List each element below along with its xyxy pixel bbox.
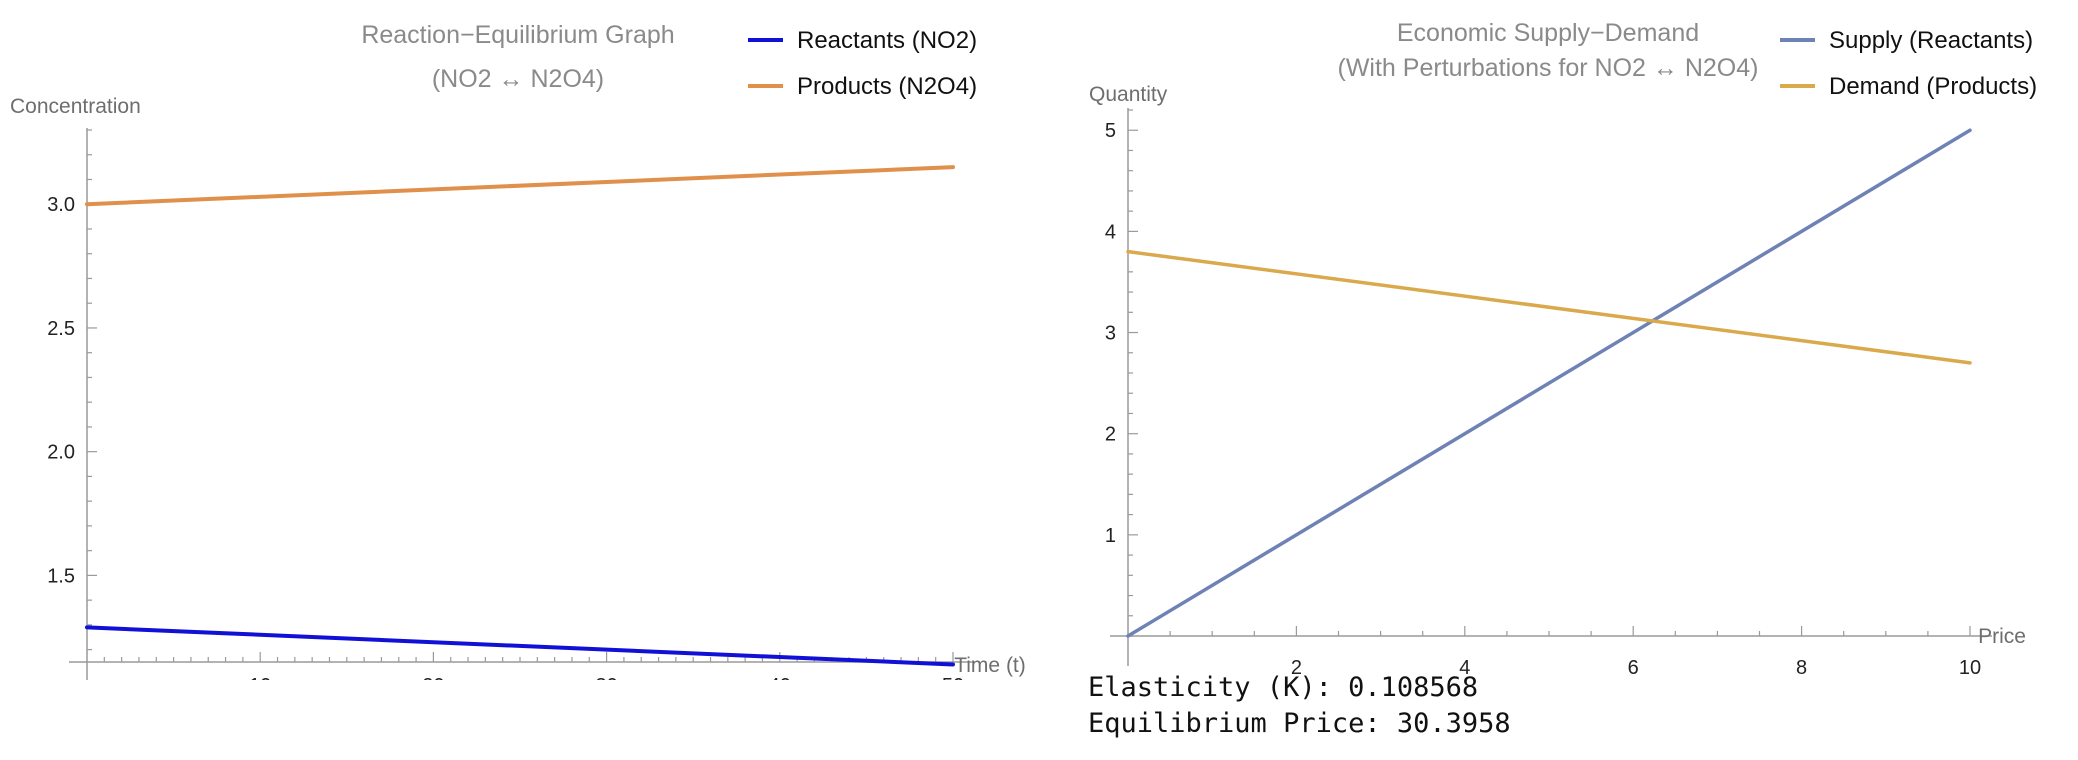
- elasticity-output: Elasticity (K): 0.108568: [1088, 672, 1479, 703]
- charts-canvas: 10203040501.52.02.53.0Reaction−Equilibri…: [10, 19, 2037, 697]
- legend-label-2: Products (N2O4): [797, 73, 977, 100]
- series-line-1: [1126, 128, 1972, 638]
- series-line-2: [1126, 249, 1972, 365]
- y-tick-label: 4: [1105, 221, 1116, 243]
- y-tick-label: 3.0: [47, 194, 75, 216]
- y-axis-label: Quantity: [1089, 83, 1168, 106]
- series-line-1: [85, 625, 955, 667]
- x-tick-label: 40: [769, 675, 791, 680]
- x-axis-label: Time (t): [954, 654, 1026, 677]
- x-tick-label: 30: [595, 675, 617, 680]
- x-tick-label: 2: [1291, 657, 1302, 679]
- x-tick-label: 20: [422, 675, 444, 680]
- y-tick-label: 2.5: [47, 318, 75, 340]
- equilibrium-price-output: Equilibrium Price: 30.3958: [1088, 708, 1511, 739]
- y-tick-label: 2.0: [47, 442, 75, 464]
- legend-label-2: Demand (Products): [1829, 73, 2037, 100]
- y-tick-label: 5: [1105, 120, 1116, 142]
- chart-1: [69, 38, 975, 692]
- legend-label-1: Reactants (NO2): [797, 27, 977, 54]
- y-axis-label: Concentration: [10, 95, 141, 118]
- chart-2: [1110, 38, 1992, 666]
- x-tick-label: 8: [1796, 657, 1807, 679]
- y-tick-label: 2: [1105, 424, 1116, 446]
- chart-title: Economic Supply−Demand: [1397, 19, 1699, 47]
- series-line-2: [85, 165, 955, 207]
- x-tick-label: 10: [1959, 657, 1981, 679]
- legend-label-1: Supply (Reactants): [1829, 27, 2033, 54]
- x-tick-label: 6: [1628, 657, 1639, 679]
- chart-title: Reaction−Equilibrium Graph: [361, 21, 674, 49]
- chart-subtitle: (NO2 ↔ N2O4): [432, 65, 604, 93]
- x-tick-label: 4: [1459, 657, 1470, 679]
- x-axis-label: Price: [1978, 625, 2026, 648]
- y-tick-label: 1.5: [47, 565, 75, 587]
- y-tick-label: 1: [1105, 525, 1116, 547]
- chart-subtitle: (With Perturbations for NO2 ↔ N2O4): [1338, 54, 1759, 82]
- y-tick-label: 3: [1105, 323, 1116, 345]
- x-tick-label: 10: [249, 675, 271, 680]
